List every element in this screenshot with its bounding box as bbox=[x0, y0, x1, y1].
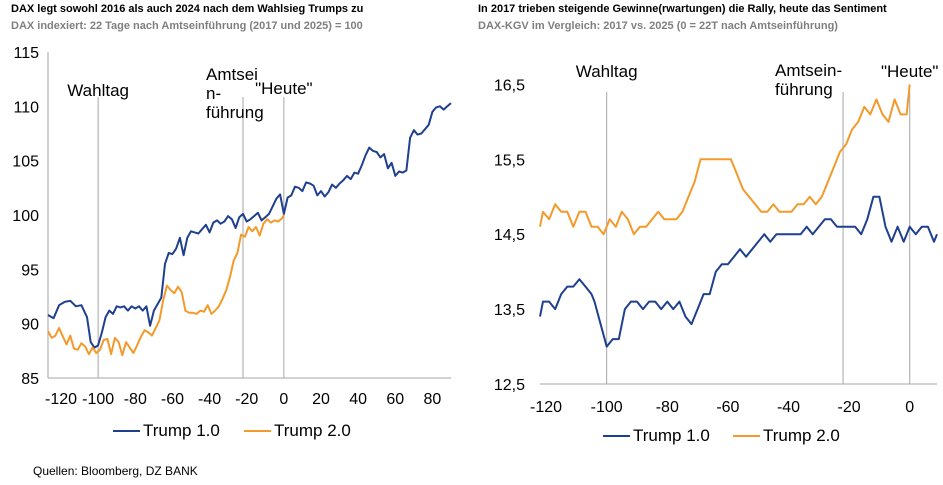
left-x-tick-label: 80 bbox=[424, 391, 442, 408]
left-y-tick-label: 110 bbox=[13, 99, 39, 116]
left-y-tick-label: 95 bbox=[21, 262, 39, 279]
left-annotation-label: Amtsei bbox=[206, 65, 258, 84]
left-annotation-label: "Heute" bbox=[255, 79, 312, 98]
left-x-tick-label: -40 bbox=[198, 391, 221, 408]
right-x-tick-label: -80 bbox=[656, 399, 679, 416]
right-annotation-label: Amtsein- bbox=[775, 61, 842, 80]
right-y-tick-label: 15,5 bbox=[494, 152, 525, 169]
left-y-tick-label: 85 bbox=[21, 371, 39, 388]
right-annotation-label: Wahltag bbox=[576, 62, 638, 81]
left-x-tick-label: -20 bbox=[235, 391, 258, 408]
right-series-line-trump1 bbox=[539, 195, 938, 348]
right-x-tick-label: 0 bbox=[905, 399, 914, 416]
left-x-tick-label: -120 bbox=[45, 391, 77, 408]
left-y-tick-label: 90 bbox=[21, 317, 39, 334]
left-x-tick-label: -100 bbox=[82, 391, 114, 408]
right-legend-label-trump2: Trump 2.0 bbox=[763, 426, 840, 445]
left-legend-label-trump2: Trump 2.0 bbox=[274, 421, 351, 440]
left-x-tick-label: 60 bbox=[386, 391, 404, 408]
left-legend-label-trump1: Trump 1.0 bbox=[143, 421, 220, 440]
source-note: Quellen: Bloomberg, DZ BANK bbox=[33, 464, 198, 478]
left-annotation-label: n- bbox=[206, 84, 221, 103]
right-x-tick-label: -60 bbox=[716, 399, 739, 416]
left-x-tick-label: 20 bbox=[312, 391, 330, 408]
right-x-tick-label: -40 bbox=[777, 399, 800, 416]
right-x-tick-label: -120 bbox=[530, 399, 562, 416]
left-x-tick-label: 40 bbox=[349, 391, 367, 408]
right-chart-subtitle: DAX-KGV im Vergleich: 2017 vs. 2025 (0 =… bbox=[478, 20, 838, 32]
left-series-line-trump1 bbox=[47, 102, 452, 349]
right-legend-label-trump1: Trump 1.0 bbox=[633, 426, 710, 445]
left-x-tick-label: 0 bbox=[279, 391, 288, 408]
right-y-tick-label: 14,5 bbox=[494, 227, 525, 244]
left-x-tick-label: -80 bbox=[124, 391, 147, 408]
right-x-tick-label: -20 bbox=[838, 399, 861, 416]
left-y-tick-label: 115 bbox=[13, 45, 39, 62]
left-annotation-label: führung bbox=[206, 103, 264, 122]
right-y-tick-label: 13,5 bbox=[494, 302, 525, 319]
left-series-line-trump2 bbox=[47, 214, 285, 357]
left-chart-title: DAX legt sowohl 2016 als auch 2024 nach … bbox=[11, 3, 364, 15]
right-x-tick-label: -100 bbox=[591, 399, 623, 416]
left-chart-subtitle: DAX indexiert: 22 Tage nach Amtseinführu… bbox=[11, 20, 363, 32]
left-y-tick-label: 105 bbox=[12, 154, 39, 171]
left-annotation-label: Wahltag bbox=[67, 81, 129, 100]
right-annotation-label: "Heute" bbox=[881, 62, 938, 81]
left-y-tick-label: 100 bbox=[12, 208, 39, 225]
right-series-line-trump2 bbox=[539, 84, 911, 236]
right-annotation-label: führung bbox=[775, 80, 833, 99]
left-x-tick-label: -60 bbox=[161, 391, 184, 408]
right-chart-title: In 2017 trieben steigende Gewinne(rwartu… bbox=[478, 3, 887, 15]
right-y-tick-label: 16,5 bbox=[494, 77, 525, 94]
right-y-tick-label: 12,5 bbox=[494, 377, 525, 394]
